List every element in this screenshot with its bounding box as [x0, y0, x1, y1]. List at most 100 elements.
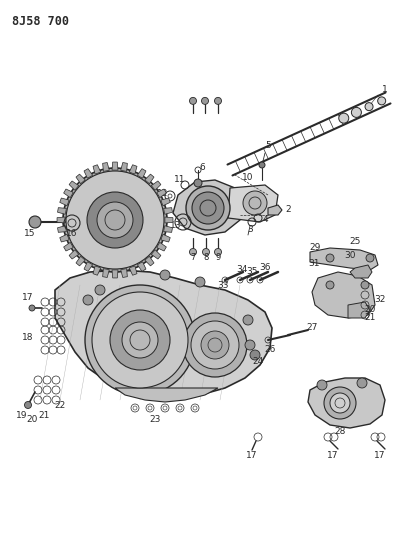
- Text: 36: 36: [259, 263, 271, 272]
- Polygon shape: [137, 262, 146, 271]
- Circle shape: [29, 216, 41, 228]
- Polygon shape: [157, 189, 166, 198]
- Polygon shape: [112, 270, 118, 278]
- Text: 32: 32: [374, 295, 386, 304]
- Polygon shape: [93, 165, 101, 174]
- Text: 31: 31: [308, 260, 320, 269]
- Polygon shape: [84, 168, 93, 178]
- Text: 10: 10: [242, 174, 254, 182]
- Circle shape: [215, 98, 221, 104]
- Text: 17: 17: [246, 450, 258, 459]
- Polygon shape: [129, 266, 137, 275]
- Polygon shape: [310, 248, 378, 270]
- Text: 6: 6: [199, 164, 205, 173]
- Polygon shape: [64, 189, 73, 198]
- Circle shape: [92, 292, 188, 388]
- Circle shape: [190, 98, 196, 104]
- Circle shape: [63, 168, 167, 272]
- Text: 35: 35: [246, 268, 258, 277]
- Text: 1: 1: [382, 85, 388, 94]
- Polygon shape: [84, 262, 93, 271]
- Circle shape: [192, 192, 224, 224]
- Text: 2: 2: [285, 206, 291, 214]
- Circle shape: [352, 108, 361, 117]
- Polygon shape: [76, 256, 85, 266]
- Polygon shape: [151, 181, 161, 190]
- Circle shape: [203, 248, 209, 255]
- Text: 28: 28: [334, 427, 346, 437]
- Text: 15: 15: [24, 230, 36, 238]
- Polygon shape: [121, 269, 127, 278]
- Polygon shape: [57, 217, 65, 223]
- Polygon shape: [60, 198, 69, 206]
- Circle shape: [330, 393, 350, 413]
- Polygon shape: [103, 163, 109, 172]
- Circle shape: [66, 171, 164, 269]
- Polygon shape: [112, 162, 118, 170]
- Circle shape: [97, 202, 133, 238]
- Circle shape: [361, 281, 369, 289]
- Polygon shape: [308, 378, 385, 428]
- Circle shape: [317, 380, 327, 390]
- Circle shape: [194, 179, 202, 187]
- Text: 26: 26: [264, 345, 276, 354]
- Polygon shape: [69, 250, 79, 259]
- Text: 21: 21: [364, 313, 376, 322]
- Polygon shape: [129, 165, 137, 174]
- Text: 21: 21: [38, 410, 50, 419]
- Polygon shape: [60, 234, 69, 242]
- Polygon shape: [228, 185, 278, 222]
- Circle shape: [215, 248, 221, 255]
- Circle shape: [378, 97, 386, 105]
- Circle shape: [365, 103, 373, 111]
- Text: 7: 7: [190, 254, 196, 262]
- Polygon shape: [161, 198, 170, 206]
- Text: 17: 17: [22, 294, 34, 303]
- Polygon shape: [157, 243, 166, 251]
- Circle shape: [259, 162, 265, 168]
- Text: 22: 22: [54, 400, 65, 409]
- Text: 18: 18: [22, 334, 34, 343]
- Circle shape: [183, 313, 247, 377]
- Polygon shape: [93, 266, 101, 275]
- Text: 34: 34: [236, 265, 248, 274]
- Polygon shape: [350, 265, 372, 278]
- Polygon shape: [173, 180, 242, 235]
- Polygon shape: [76, 174, 85, 184]
- Circle shape: [357, 378, 367, 388]
- Polygon shape: [145, 174, 154, 184]
- Text: 27: 27: [306, 324, 318, 333]
- Text: 5: 5: [265, 141, 271, 149]
- Circle shape: [243, 315, 253, 325]
- Circle shape: [190, 248, 196, 255]
- Polygon shape: [57, 208, 66, 214]
- Circle shape: [324, 387, 356, 419]
- Circle shape: [186, 186, 230, 230]
- Polygon shape: [164, 225, 172, 232]
- Circle shape: [250, 350, 260, 360]
- Circle shape: [326, 254, 334, 262]
- Circle shape: [160, 270, 170, 280]
- Circle shape: [201, 331, 229, 359]
- Circle shape: [29, 305, 35, 311]
- Circle shape: [191, 321, 239, 369]
- Polygon shape: [69, 181, 79, 190]
- Text: 24: 24: [253, 358, 264, 367]
- Circle shape: [366, 254, 374, 262]
- Text: 12: 12: [157, 189, 169, 198]
- Circle shape: [201, 98, 209, 104]
- Text: 33: 33: [217, 280, 229, 289]
- Text: 8: 8: [203, 254, 209, 262]
- Circle shape: [83, 295, 93, 305]
- Polygon shape: [57, 225, 66, 232]
- Text: 11: 11: [174, 174, 186, 183]
- Circle shape: [110, 310, 170, 370]
- Circle shape: [339, 113, 349, 123]
- Circle shape: [87, 192, 143, 248]
- Text: 30: 30: [344, 251, 356, 260]
- Polygon shape: [55, 270, 272, 398]
- Circle shape: [195, 277, 205, 287]
- Polygon shape: [121, 163, 127, 172]
- Text: 20: 20: [26, 416, 38, 424]
- Text: 4: 4: [262, 215, 268, 224]
